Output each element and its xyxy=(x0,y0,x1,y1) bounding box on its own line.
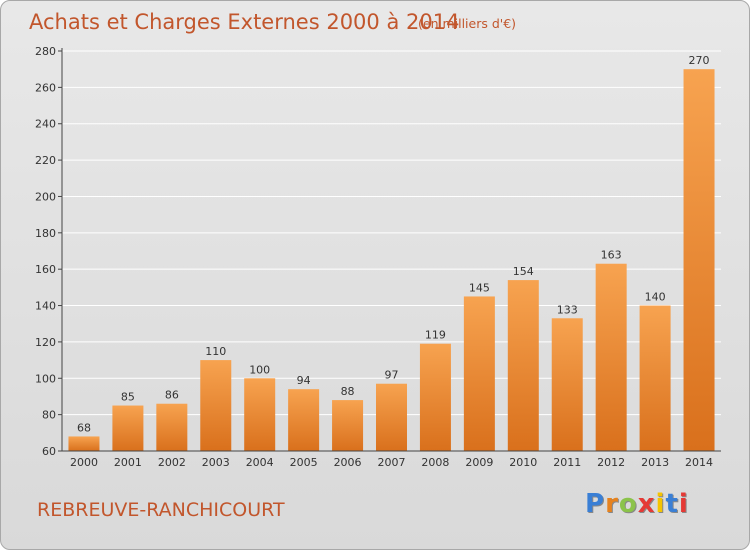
y-tick-label: 220 xyxy=(35,154,56,167)
bar-value-label: 154 xyxy=(513,265,534,278)
x-tick-label: 2000 xyxy=(70,456,98,469)
y-tick-label: 140 xyxy=(35,300,56,313)
y-tick-label: 260 xyxy=(35,81,56,94)
bar-value-label: 140 xyxy=(645,291,666,304)
bar-value-label: 100 xyxy=(249,363,270,376)
x-tick-label: 2014 xyxy=(685,456,713,469)
logo-letter: o xyxy=(618,489,638,519)
bar xyxy=(595,263,627,451)
bar-value-label: 86 xyxy=(165,389,179,402)
bar xyxy=(200,360,232,451)
bar xyxy=(551,318,583,451)
bar xyxy=(332,400,364,451)
bar xyxy=(507,280,539,451)
bars: 68 85 86 110 100 94 88 97 119 145 154 133 163 140 270 xyxy=(68,54,715,451)
x-tick-label: 2007 xyxy=(378,456,406,469)
x-tick-label: 2008 xyxy=(421,456,449,469)
bar xyxy=(376,383,407,451)
chart-title: Achats et Charges Externes 2000 à 2014 xyxy=(29,10,459,34)
y-tick-label: 200 xyxy=(35,190,56,203)
bar xyxy=(463,296,495,451)
bar-value-label: 270 xyxy=(689,54,710,67)
bar xyxy=(683,69,715,451)
y-tick-label: 80 xyxy=(42,409,56,422)
bar xyxy=(419,343,451,451)
bar-value-label: 119 xyxy=(425,329,446,342)
logo-letter: P xyxy=(585,489,606,519)
y-axis-ticks: 60 80 100 120 140 160 180 200 220 240 260 280 xyxy=(35,45,62,458)
logo-letter: i xyxy=(678,489,689,519)
y-tick-label: 100 xyxy=(35,372,56,385)
y-tick-label: 160 xyxy=(35,263,56,276)
y-tick-label: 60 xyxy=(42,445,56,458)
bar-value-label: 88 xyxy=(341,385,355,398)
chart-unit: (en milliers d'€) xyxy=(418,16,516,31)
bar xyxy=(112,405,144,451)
axes xyxy=(61,48,721,452)
x-tick-label: 2001 xyxy=(114,456,142,469)
x-tick-label: 2003 xyxy=(202,456,230,469)
x-tick-label: 2005 xyxy=(290,456,318,469)
bar-value-label: 110 xyxy=(205,345,226,358)
logo-letter: x xyxy=(637,489,656,519)
logo-letter: r xyxy=(605,489,619,519)
bar xyxy=(244,378,276,451)
place-name: REBREUVE-RANCHICOURT xyxy=(37,499,285,521)
x-tick-label: 2009 xyxy=(465,456,493,469)
x-tick-label: 2004 xyxy=(246,456,274,469)
y-tick-label: 240 xyxy=(35,118,56,131)
bar xyxy=(156,403,188,451)
logo-letter: i xyxy=(655,489,666,519)
y-tick-label: 280 xyxy=(35,45,56,58)
bar xyxy=(288,389,320,451)
x-tick-label: 2010 xyxy=(509,456,537,469)
x-tick-label: 2012 xyxy=(597,456,625,469)
x-tick-label: 2013 xyxy=(641,456,669,469)
x-tick-label: 2011 xyxy=(553,456,581,469)
bar-value-label: 163 xyxy=(601,249,622,262)
bar-value-label: 94 xyxy=(297,374,311,387)
bar xyxy=(639,305,671,451)
y-tick-label: 180 xyxy=(35,227,56,240)
bar-value-label: 133 xyxy=(557,303,578,316)
bar xyxy=(68,436,100,451)
bar-value-label: 97 xyxy=(385,369,399,382)
x-tick-label: 2006 xyxy=(334,456,362,469)
proxiti-logo: Proxiti xyxy=(585,489,689,519)
bar-value-label: 85 xyxy=(121,391,135,404)
bar-value-label: 68 xyxy=(77,421,91,434)
bar-value-label: 145 xyxy=(469,281,490,294)
x-tick-label: 2002 xyxy=(158,456,186,469)
logo-letter: t xyxy=(665,489,679,519)
y-tick-label: 120 xyxy=(35,336,56,349)
x-axis-ticks: 2000 2001 2002 2003 2004 2005 2006 2007 2008 2009… xyxy=(70,456,713,469)
